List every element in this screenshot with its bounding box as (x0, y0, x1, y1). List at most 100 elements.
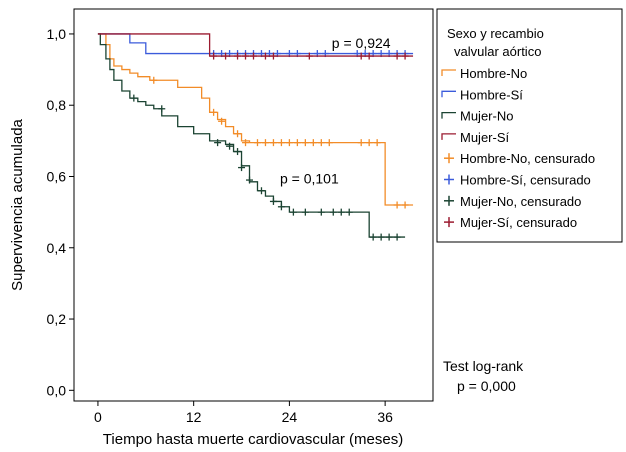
censor-mark-mujer-no-9 (277, 203, 285, 211)
censor-mark-hombre-no-12 (309, 139, 317, 147)
censor-mark-hombre-no-0 (150, 76, 158, 84)
y-axis-label: Supervivencia acumulada (9, 118, 26, 290)
censor-mark-mujer-no-4 (234, 148, 242, 156)
censor-mark-hombre-no-19 (401, 201, 409, 209)
censor-mark-mujer-no-16 (369, 233, 377, 241)
censor-mark-hombre-no-10 (293, 139, 301, 147)
censor-mark-mujer-no-5 (238, 164, 246, 172)
legend-label-mujer-si-censurado: Mujer-Sí, censurado (460, 215, 577, 230)
x-axis: 0 12 24 36 (94, 401, 393, 425)
censor-mark-mujer-si-3 (242, 52, 250, 60)
legend-swatch-mujer-si (441, 133, 456, 140)
curve-mujer-no (97, 33, 406, 238)
legend-swatch-mujer-no (441, 111, 456, 119)
y-tick-label-5: 1,0 (47, 26, 67, 42)
x-tick-label-3: 36 (377, 409, 393, 425)
censor-mark-mujer-no-10 (289, 208, 297, 216)
legend-swatch-hombre-no (441, 69, 456, 76)
censor-mark-mujer-no-18 (385, 233, 393, 241)
censor-mark-hombre-no-4 (242, 139, 250, 147)
legend-swatch-hombre-si-censurado (444, 174, 454, 185)
series-mujer-no (97, 33, 406, 241)
censor-mark-mujer-si-4 (250, 52, 257, 60)
y-axis: 0,0 0,2 0,4 0,6 0,8 1,0 (47, 26, 74, 398)
legend-label-mujer-no: Mujer-No (460, 109, 513, 124)
logrank-label: Test log-rank (443, 358, 524, 374)
censor-mark-hombre-no-1 (210, 108, 218, 116)
legend-label-mujer-si: Mujer-Sí (460, 130, 510, 145)
annotations: p = 0,924 p = 0,101 (280, 35, 391, 186)
legend-swatch-hombre-si (441, 90, 456, 98)
censor-mark-mujer-no-15 (345, 208, 353, 216)
x-tick-label-1: 12 (186, 409, 202, 425)
legend-swatch-mujer-no-censurado (444, 195, 454, 206)
censor-mark-mujer-si-6 (269, 52, 277, 60)
censor-mark-mujer-si-1 (222, 52, 230, 60)
censor-mark-mujer-no-14 (337, 208, 345, 216)
legend-title-line-1: Sexo y recambio (447, 26, 544, 41)
legend-entry-hombre-si-censurado: Hombre-Sí, censurado (444, 173, 591, 188)
censor-mark-hombre-no-5 (253, 139, 261, 147)
series-mujer-si (97, 33, 414, 60)
annotation-pvalue-1: p = 0,101 (280, 170, 339, 186)
curve-hombre-no (97, 33, 414, 206)
legend-label-hombre-no-censurado: Hombre-No, censurado (460, 151, 595, 166)
censor-mark-hombre-no-18 (393, 201, 401, 209)
legend-label-mujer-no-censurado: Mujer-No, censurado (460, 194, 581, 209)
censor-mark-mujer-no-1 (158, 105, 166, 113)
censor-mark-hombre-no-6 (261, 139, 269, 147)
censor-mark-mujer-no-17 (377, 233, 385, 241)
legend-label-hombre-si-censurado: Hombre-Sí, censurado (460, 173, 591, 188)
legend-entry-hombre-si: Hombre-Sí (441, 87, 523, 102)
y-tick-label-4: 0,8 (47, 97, 67, 113)
legend-label-hombre-no: Hombre-No (460, 66, 527, 81)
legend-entry-mujer-no: Mujer-No (441, 109, 513, 124)
legend-swatch-hombre-no-censurado (444, 153, 454, 164)
x-tick-label-2: 24 (282, 409, 298, 425)
y-tick-label-3: 0,6 (47, 168, 67, 184)
plot-frame (73, 8, 434, 402)
censor-mark-hombre-no-14 (325, 139, 333, 147)
censor-mark-hombre-no-3 (234, 130, 242, 138)
censor-mark-mujer-si-11 (401, 52, 409, 60)
y-tick-label-0: 0,0 (47, 382, 67, 398)
censor-mark-mujer-no-7 (257, 187, 265, 195)
censor-mark-mujer-si-7 (305, 52, 313, 60)
censor-mark-hombre-no-11 (301, 139, 309, 147)
y-tick-label-1: 0,2 (47, 311, 67, 327)
censor-mark-mujer-si-8 (357, 52, 365, 60)
censor-mark-mujer-no-13 (329, 208, 337, 216)
censor-mark-mujer-no-8 (269, 197, 277, 205)
series-layer (97, 33, 414, 241)
legend-entry-mujer-si: Mujer-Sí (441, 130, 510, 145)
censor-mark-mujer-no-6 (246, 176, 254, 184)
censor-mark-hombre-no-8 (277, 139, 285, 147)
series-hombre-no (97, 33, 414, 209)
x-tick-label-0: 0 (94, 409, 102, 425)
censor-mark-mujer-si-10 (393, 52, 401, 60)
censor-mark-mujer-si-0 (210, 52, 218, 60)
censor-mark-mujer-si-5 (261, 52, 269, 60)
censor-mark-hombre-no-2 (218, 117, 226, 125)
censor-mark-mujer-si-9 (365, 52, 373, 60)
x-axis-label: Tiempo hasta muerte cardiovascular (mese… (103, 431, 403, 448)
censor-mark-mujer-no-19 (393, 233, 401, 241)
legend-entries: Hombre-No Hombre-Sí Mujer-No Mujer-Sí Hombre… (441, 66, 595, 230)
legend-title-line-2: valvular aórtico (454, 44, 541, 59)
legend-entry-mujer-si-censurado: Mujer-Sí, censurado (444, 215, 577, 230)
logrank-pvalue: p = 0,000 (457, 378, 516, 394)
censor-mark-mujer-si-2 (234, 52, 242, 60)
censor-mark-mujer-no-0 (130, 94, 138, 102)
annotation-pvalue-0: p = 0,924 (332, 35, 391, 51)
legend-label-hombre-si: Hombre-Sí (460, 87, 523, 102)
censor-mark-hombre-no-16 (365, 139, 373, 147)
legend-entry-hombre-no: Hombre-No (441, 66, 527, 81)
legend-entry-mujer-no-censurado: Mujer-No, censurado (444, 194, 581, 209)
legend-box (436, 8, 623, 243)
censor-mark-mujer-no-2 (214, 139, 222, 147)
legend-entry-hombre-no-censurado: Hombre-No, censurado (444, 151, 595, 166)
censor-mark-mujer-no-3 (226, 142, 234, 150)
censor-mark-mujer-no-12 (317, 208, 325, 216)
censor-mark-hombre-no-7 (269, 139, 277, 147)
